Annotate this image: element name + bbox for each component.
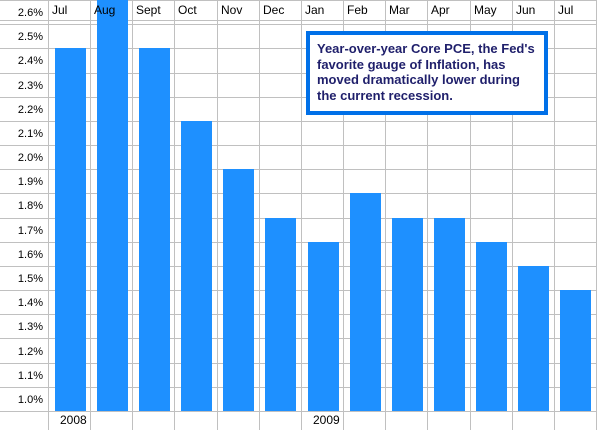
category-label: Aug	[94, 3, 115, 17]
annotation-text: Year-over-year Core PCE, the Fed's favor…	[317, 41, 535, 103]
year-label: 2008	[60, 413, 87, 427]
bars	[55, 0, 591, 411]
category-label: Jul	[52, 3, 67, 17]
category-label: May	[474, 3, 497, 17]
y-tick-label: 1.4%	[18, 297, 43, 309]
y-axis-ticks: 1.0% 1.1% 1.2% 1.3% 1.4% 1.5% 1.6% 1.7% 1.8% 1.9%…	[18, 7, 43, 406]
y-tick-label: 1.2%	[18, 346, 43, 358]
y-tick-label: 1.5%	[18, 273, 43, 285]
category-label: Jun	[516, 3, 535, 17]
bar	[560, 290, 591, 411]
category-label: Feb	[347, 3, 368, 17]
bar	[97, 0, 128, 411]
y-tick-label: 1.7%	[18, 225, 43, 237]
y-tick-label: 1.3%	[18, 321, 43, 333]
category-label: Oct	[178, 3, 197, 17]
y-tick-label: 1.0%	[18, 394, 43, 406]
category-label: Dec	[263, 3, 284, 17]
y-tick-label: 2.3%	[18, 80, 43, 92]
y-tick-label: 1.1%	[18, 370, 43, 382]
bar	[476, 242, 507, 411]
category-label: Nov	[221, 3, 242, 17]
category-label: Jan	[305, 3, 324, 17]
y-tick-label: 1.8%	[18, 200, 43, 212]
y-tick-label: 2.0%	[18, 152, 43, 164]
y-tick-label: 1.9%	[18, 176, 43, 188]
year-label: 2009	[313, 413, 340, 427]
category-label: Apr	[431, 3, 450, 17]
bar	[350, 193, 381, 411]
bar	[265, 218, 296, 411]
y-tick-label: 2.6%	[18, 7, 43, 19]
bar	[392, 218, 423, 411]
bar	[55, 48, 86, 411]
y-tick-label: 2.2%	[18, 104, 43, 116]
bar	[139, 48, 170, 411]
bar	[434, 218, 465, 411]
bar	[308, 242, 339, 411]
y-tick-label: 2.1%	[18, 128, 43, 140]
y-tick-label: 2.4%	[18, 55, 43, 67]
bar	[223, 169, 254, 411]
annotation-box: Year-over-year Core PCE, the Fed's favor…	[306, 31, 548, 115]
bar	[518, 266, 549, 411]
y-tick-label: 2.5%	[18, 31, 43, 43]
category-label: Jul	[558, 3, 573, 17]
category-label: Sept	[136, 3, 161, 17]
category-label: Mar	[389, 3, 410, 17]
y-tick-label: 1.6%	[18, 249, 43, 261]
category-labels: Jul Aug Sept Oct Nov Dec Jan Feb Mar Apr May Jun Jul	[52, 3, 573, 17]
bar	[181, 121, 212, 411]
year-labels: 2008 2009	[60, 413, 340, 427]
